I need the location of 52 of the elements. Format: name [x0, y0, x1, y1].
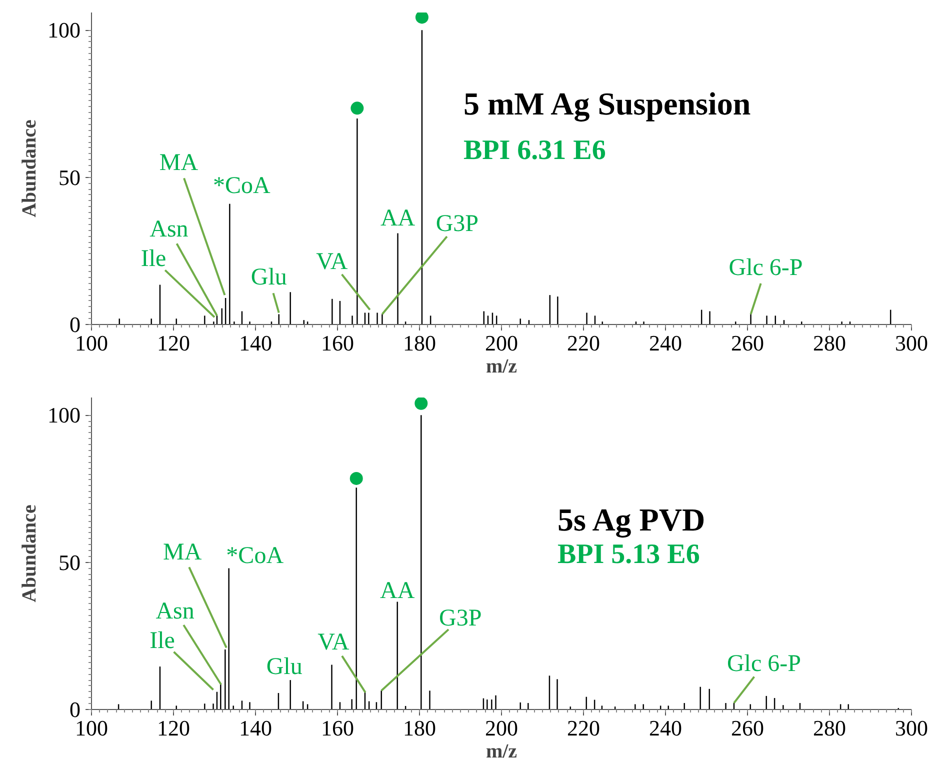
annotation: Glu: [250, 264, 287, 291]
y-tick-label: 100: [48, 402, 80, 428]
annotation: MA: [163, 540, 202, 566]
annotation: VA: [316, 248, 348, 275]
x-axis-title: m/z: [486, 356, 518, 378]
annotation: *CoA: [213, 172, 272, 199]
annotation: G3P: [439, 606, 482, 632]
x-tick-label: 300: [895, 330, 928, 356]
y-tick-label: 50: [58, 164, 80, 190]
x-axis-title: m/z: [486, 740, 518, 762]
x-tick-label: 220: [567, 330, 600, 356]
annotation: Ile: [150, 628, 175, 654]
annotation: G3P: [436, 211, 479, 238]
y-tick-label: 100: [48, 18, 80, 43]
annotation: *CoA: [226, 543, 284, 570]
x-tick-label: 300: [895, 716, 928, 740]
annotation: MA: [159, 150, 199, 176]
annotation: Asn: [156, 598, 194, 624]
annotation: Glu: [266, 654, 302, 680]
annotation: AA: [380, 578, 416, 604]
x-tick-label: 180: [403, 716, 436, 740]
x-tick-label: 200: [485, 330, 518, 356]
y-tick-label: 0: [70, 312, 80, 337]
x-tick-label: 160: [321, 716, 354, 740]
x-tick-label: 280: [813, 716, 846, 740]
x-tick-label: 240: [649, 716, 682, 740]
x-tick-label: 220: [567, 716, 600, 740]
annotation: Glc 6-P: [728, 255, 803, 282]
annotation: VA: [318, 629, 350, 656]
x-tick-label: 120: [157, 716, 190, 740]
x-tick-label: 160: [321, 330, 354, 356]
text: BPI 5.13 E6: [558, 539, 700, 570]
y-axis-title: Abundance: [18, 504, 40, 602]
y-axis-title: Abundance: [18, 119, 40, 218]
x-tick-label: 120: [157, 330, 190, 356]
x-tick-label: 260: [731, 330, 764, 356]
x-tick-label: 200: [485, 716, 518, 740]
text: 5 mM Ag Suspension: [464, 86, 751, 122]
x-tick-label: 260: [731, 716, 764, 740]
text: 5s Ag PVD: [558, 502, 706, 538]
annotation: Asn: [150, 216, 188, 243]
x-tick-label: 140: [239, 330, 272, 356]
y-tick-label: 50: [58, 550, 80, 575]
text: BPI 6.31 E6: [464, 135, 606, 166]
annotation: AA: [380, 205, 416, 232]
x-tick-label: 280: [813, 330, 846, 356]
annotation: Glc 6-P: [726, 651, 801, 678]
y-tick-label: 0: [70, 697, 80, 722]
x-tick-label: 240: [649, 330, 682, 356]
annotation: Ile: [140, 246, 166, 272]
x-tick-label: 180: [403, 330, 436, 356]
x-tick-label: 140: [239, 716, 272, 740]
